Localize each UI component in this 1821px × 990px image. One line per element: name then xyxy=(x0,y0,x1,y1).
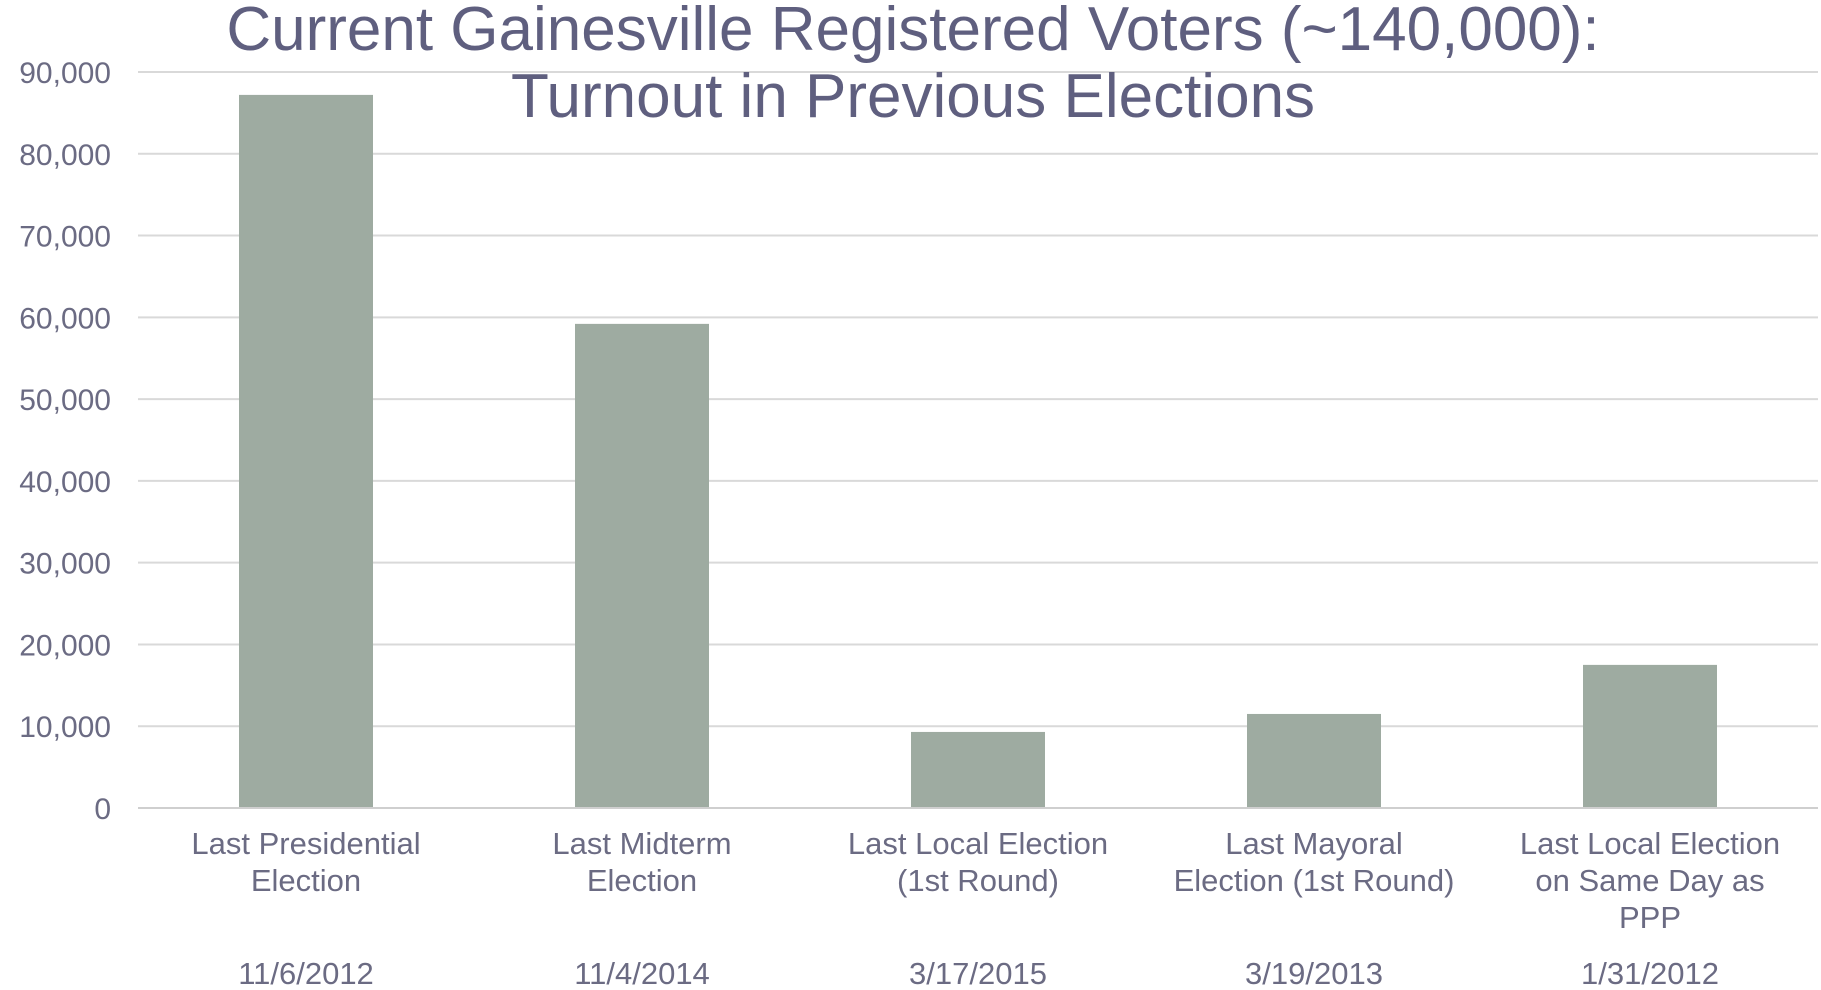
date-label: 11/6/2012 xyxy=(238,956,374,990)
bar xyxy=(575,323,709,808)
category-label: Election xyxy=(251,863,361,898)
category-label: on Same Day as xyxy=(1535,863,1764,898)
chart-title-line-2: Turnout in Previous Elections xyxy=(511,62,1315,131)
y-tick-label: 80,000 xyxy=(19,139,111,172)
date-label: 11/4/2014 xyxy=(574,956,710,990)
category-label: Last Local Election xyxy=(1520,826,1780,861)
bar xyxy=(1247,713,1381,808)
category-label: PPP xyxy=(1619,900,1681,935)
y-tick-label: 0 xyxy=(94,793,111,826)
bar xyxy=(239,94,373,809)
bar xyxy=(911,731,1045,808)
category-label: Last Local Election xyxy=(848,826,1108,861)
category-label: Last Midterm xyxy=(552,826,731,861)
y-tick-label: 70,000 xyxy=(19,221,111,254)
y-tick-label: 50,000 xyxy=(19,384,111,417)
category-label: Election xyxy=(587,863,697,898)
y-tick-label: 20,000 xyxy=(19,629,111,662)
category-label: (1st Round) xyxy=(897,863,1059,898)
y-tick-label: 60,000 xyxy=(19,302,111,335)
y-tick-label: 40,000 xyxy=(19,466,111,499)
gridlines xyxy=(138,71,1818,728)
category-label: Election (1st Round) xyxy=(1174,863,1455,898)
y-tick-label: 30,000 xyxy=(19,548,111,581)
category-label: Last Mayoral xyxy=(1225,826,1402,861)
y-tick-label: 90,000 xyxy=(19,57,111,90)
chart-title-line-1: Current Gainesville Registered Voters (~… xyxy=(226,0,1599,64)
date-labels: 11/6/2012 11/4/2014 3/17/2015 3/19/2013 1/31… xyxy=(238,956,1719,990)
date-label: 1/31/2012 xyxy=(1581,956,1719,990)
y-tick-label: 10,000 xyxy=(19,711,111,744)
bar xyxy=(1583,664,1717,808)
y-axis-tick-labels: 0 10,000 20,000 30,000 40,000 50,000 60,000 70,… xyxy=(19,57,111,826)
chart-title: Current Gainesville Registered Voters (~… xyxy=(226,0,1599,131)
date-label: 3/17/2015 xyxy=(909,956,1047,990)
date-label: 3/19/2013 xyxy=(1245,956,1383,990)
category-label: Last Presidential xyxy=(191,826,420,861)
bars xyxy=(239,94,1717,809)
